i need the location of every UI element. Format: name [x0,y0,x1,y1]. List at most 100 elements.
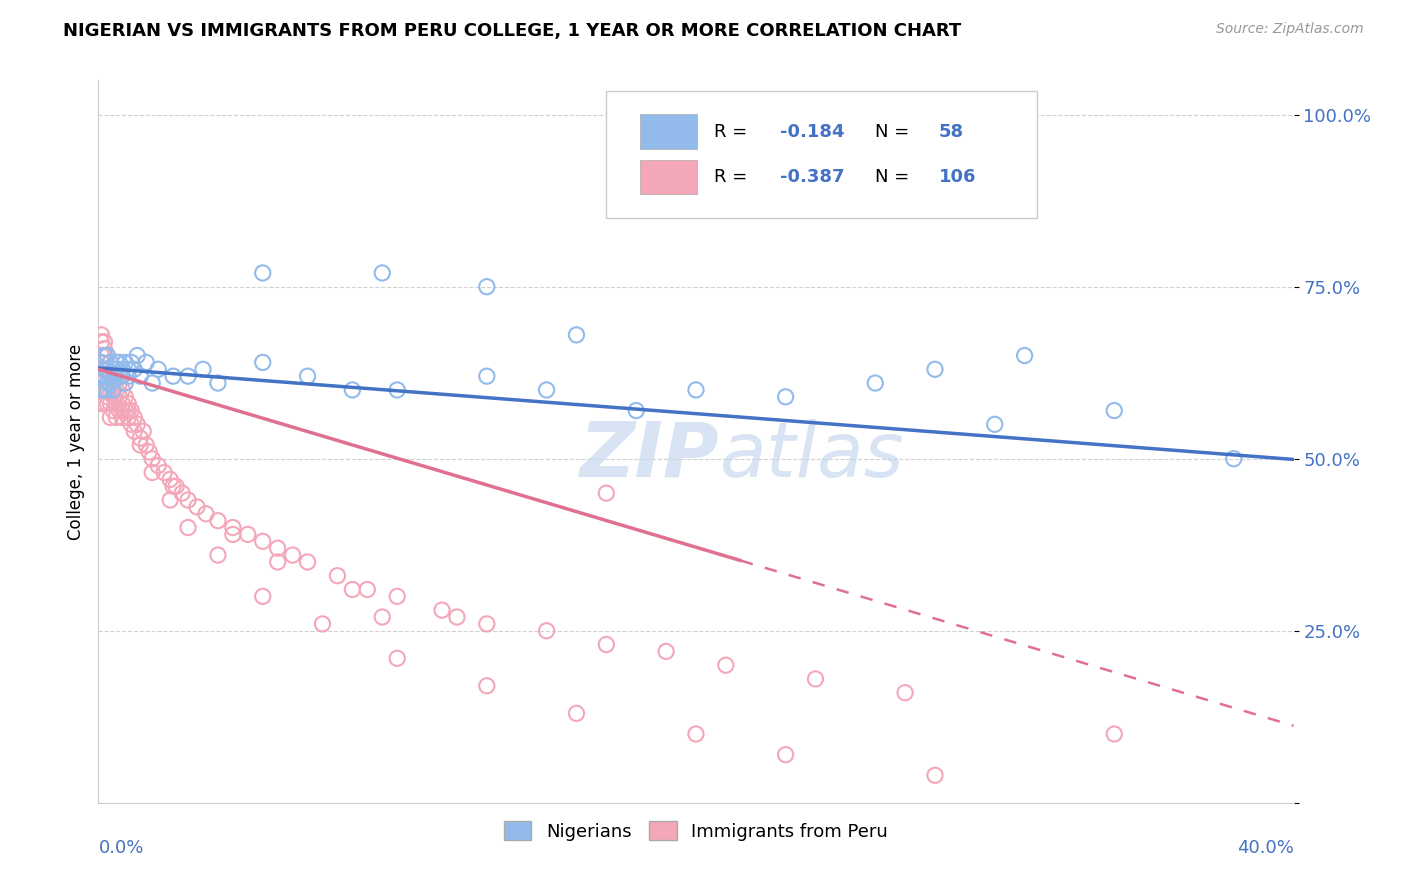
Point [108,355,131,369]
Point [114,403,136,417]
Point [114,355,136,369]
Point [98,383,122,397]
Point [96,349,118,363]
Point [90,334,112,349]
Point [446,610,468,624]
Point [103,369,125,384]
Point [111,403,134,417]
Text: R =: R = [714,122,752,141]
Point [924,768,946,782]
Point [93,349,115,363]
Point [129,431,152,445]
Point [222,520,245,534]
Point [105,362,128,376]
Point [98,355,122,369]
Text: 0.0%: 0.0% [98,838,143,857]
Point [595,486,617,500]
Point [127,417,149,432]
Point [685,727,707,741]
Point [96,362,118,376]
Point [98,410,122,425]
Point [475,616,498,631]
Legend: Nigerians, Immigrants from Peru: Nigerians, Immigrants from Peru [496,814,896,848]
Point [236,527,259,541]
Point [93,383,115,397]
Text: R =: R = [714,168,752,186]
Point [96,376,118,390]
Point [775,747,797,762]
Text: -0.387: -0.387 [780,168,844,186]
Point [93,362,115,376]
Point [1104,727,1126,741]
Point [685,383,707,397]
Point [93,334,115,349]
Point [714,658,737,673]
Point [177,369,200,384]
Point [135,438,157,452]
Point [93,383,115,397]
Text: atlas: atlas [720,419,904,493]
Point [129,438,152,452]
Point [93,342,115,356]
Point [98,355,122,369]
Point [108,390,131,404]
Text: -0.184: -0.184 [780,122,844,141]
Point [105,397,128,411]
Point [141,466,163,480]
Point [536,624,558,638]
Point [186,500,208,514]
Point [90,383,112,397]
Point [655,644,678,658]
Point [117,369,139,384]
Point [96,376,118,390]
Point [865,376,887,390]
Point [159,472,181,486]
Point [117,403,139,417]
Text: Source: ZipAtlas.com: Source: ZipAtlas.com [1216,22,1364,37]
Point [90,369,112,384]
Point [105,383,128,397]
Point [595,638,617,652]
Point [103,376,125,390]
Point [108,376,131,390]
Point [195,507,218,521]
Point [124,410,146,425]
Text: N =: N = [876,122,915,141]
Point [385,383,409,397]
Text: ZIP: ZIP [581,419,720,493]
Point [105,355,128,369]
Point [252,590,274,604]
Point [103,403,125,417]
Point [430,603,453,617]
Point [90,369,112,384]
Point [103,362,125,376]
Point [475,369,498,384]
Text: 40.0%: 40.0% [1237,838,1294,857]
Point [804,672,827,686]
Point [90,397,112,411]
Point [141,376,163,390]
Point [162,479,184,493]
Text: 58: 58 [939,122,963,141]
Point [1104,403,1126,417]
Point [311,616,333,631]
Point [141,451,163,466]
Point [252,534,274,549]
Point [98,376,122,390]
Point [252,355,274,369]
Point [93,369,115,384]
Point [326,568,349,582]
Point [98,369,122,384]
Point [111,383,134,397]
Point [90,327,112,342]
Point [117,410,139,425]
Point [342,383,364,397]
Point [371,610,394,624]
Point [129,369,152,384]
Point [120,403,142,417]
Point [371,266,394,280]
Point [90,383,112,397]
Point [536,383,558,397]
Point [111,397,134,411]
Point [135,355,157,369]
